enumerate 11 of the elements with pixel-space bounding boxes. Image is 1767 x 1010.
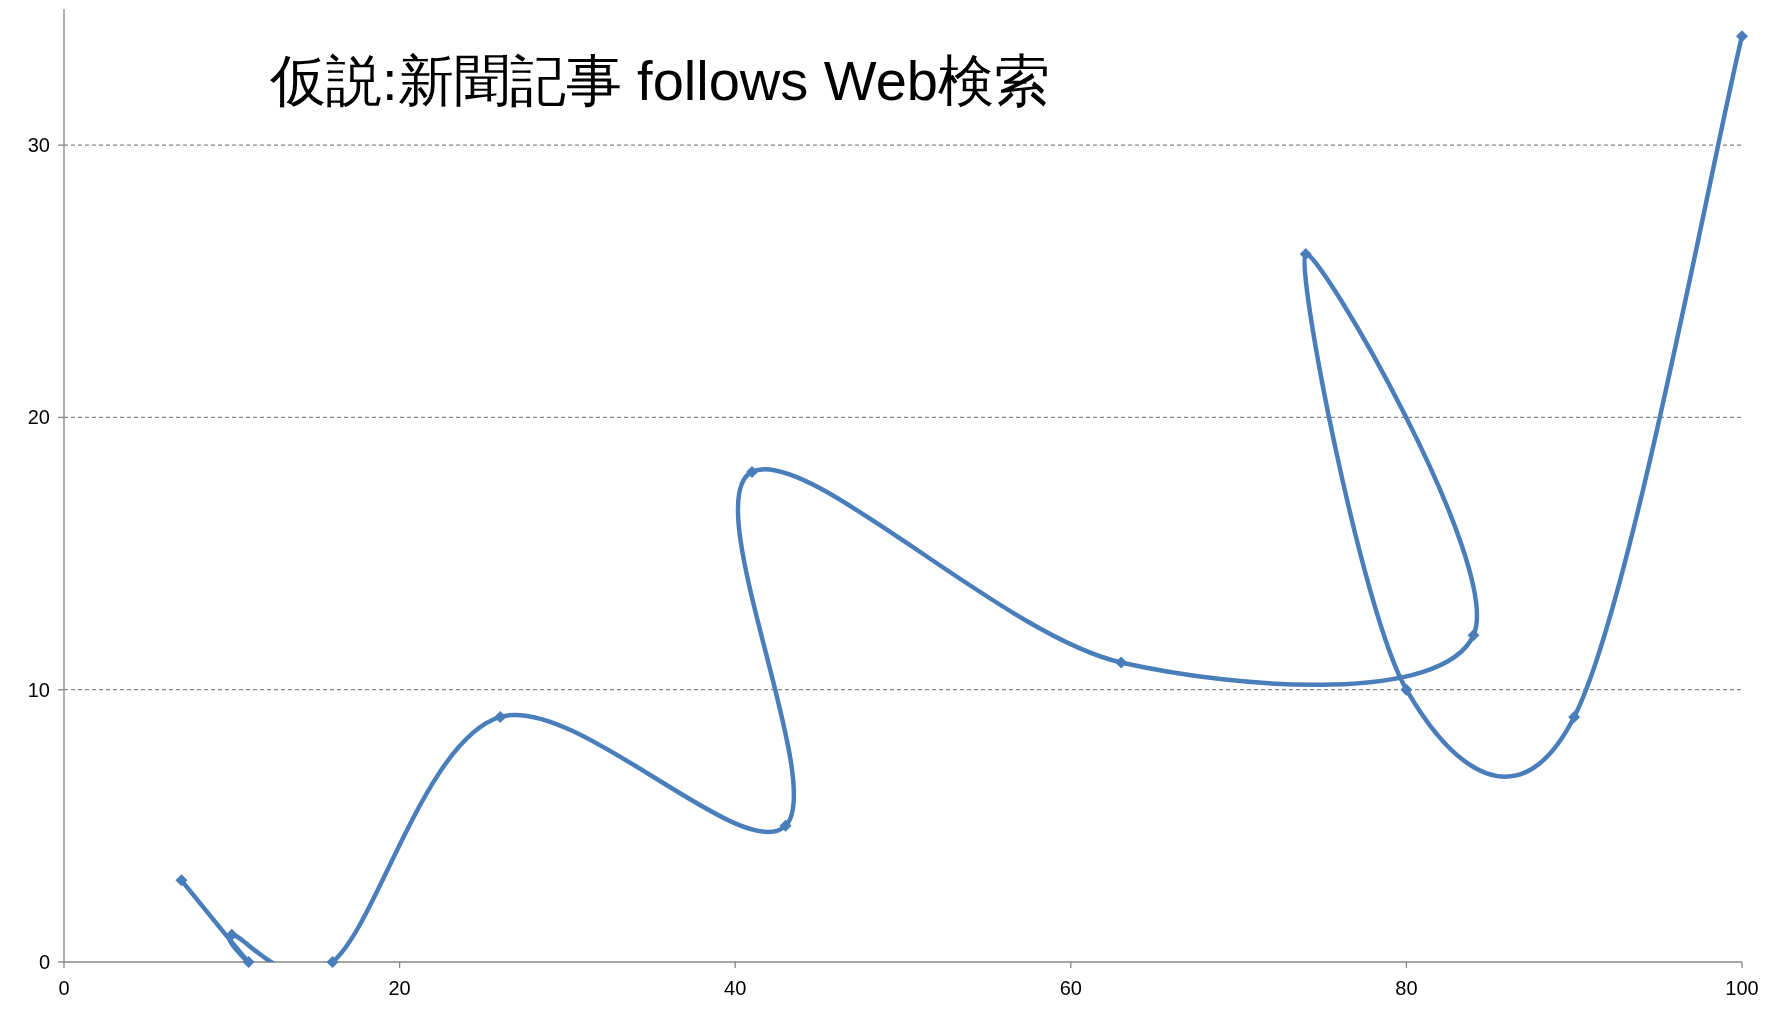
x-tick-label: 40 [724, 977, 747, 999]
x-tick-label: 80 [1395, 977, 1418, 999]
x-tick-label: 20 [388, 977, 411, 999]
x-tick-label: 100 [1725, 977, 1759, 999]
x-tick-label: 0 [58, 977, 70, 999]
y-tick-label: 10 [27, 678, 50, 701]
y-tick-label: 30 [27, 134, 50, 157]
y-tick-label: 20 [27, 406, 50, 429]
y-tick-label: 0 [38, 951, 50, 973]
title: 仮説:新聞記事 follows Web検索 [270, 49, 1050, 112]
x-tick-label: 60 [1059, 977, 1082, 999]
